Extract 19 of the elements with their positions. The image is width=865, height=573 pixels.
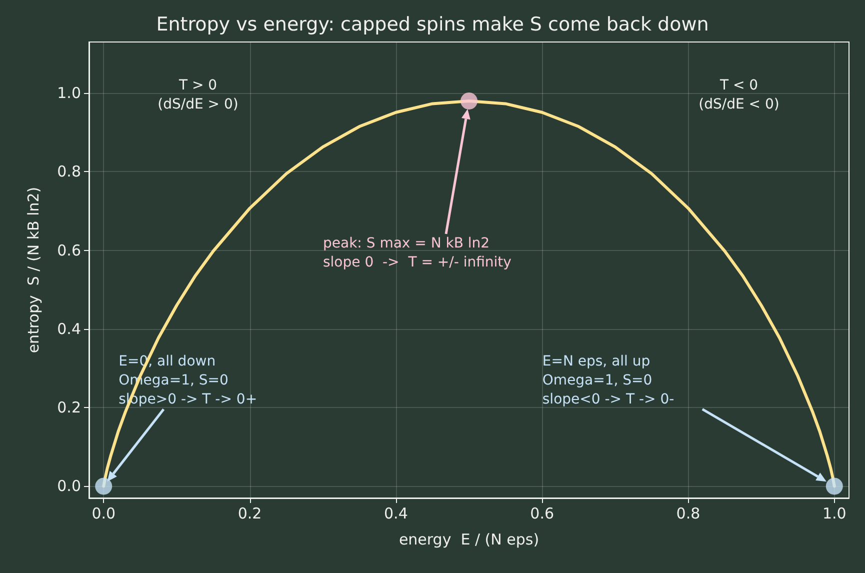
x-tick-label: 0.6 [530, 504, 554, 522]
x-tick-label: 0.2 [238, 504, 262, 522]
x-tick-label: 1.0 [822, 504, 846, 522]
annotation: T > 0 (dS/dE > 0) [158, 78, 238, 112]
chart-title: Entropy vs energy: capped spins make S come back down [156, 14, 709, 36]
y-tick-label: 0.8 [57, 162, 81, 181]
annotation: T < 0 (dS/dE < 0) [698, 78, 780, 112]
y-tick-label: 0.0 [57, 477, 81, 496]
y-tick-label: 1.0 [57, 84, 81, 102]
x-tick-label: 0.4 [384, 504, 408, 522]
y-tick-label: 0.4 [57, 320, 81, 338]
annotation: peak: S max = N kB ln2 slope 0 -> T = +/- infinity [323, 235, 512, 270]
y-axis-title: entropy S / (N kB ln2) [24, 186, 42, 354]
x-tick-label: 0.0 [92, 504, 116, 522]
y-tick-label: 0.6 [57, 241, 81, 260]
x-axis-title: energy E / (N eps) [398, 530, 540, 548]
y-tick-label: 0.2 [57, 398, 81, 417]
x-tick-label: 0.8 [676, 504, 700, 522]
annotation: E=N eps, all up Omega=1, S=0 slope<0 -> T -> 0- [542, 354, 674, 408]
